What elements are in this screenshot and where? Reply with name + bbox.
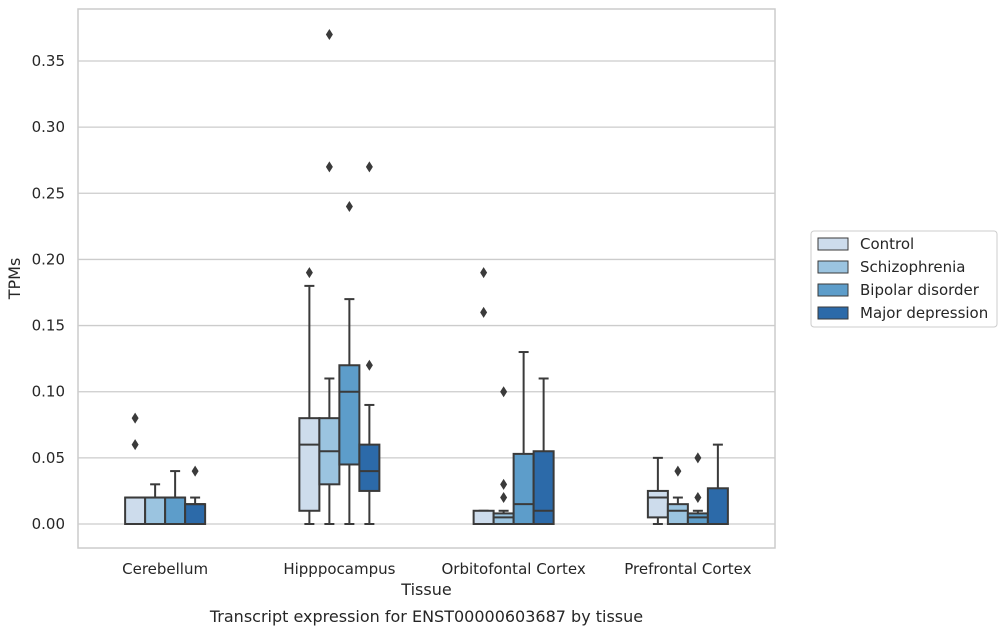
box-body [358, 443, 381, 492]
y-tick-label: 0.00 [32, 515, 65, 533]
box-0-1 [144, 483, 167, 525]
box-0-3 [184, 465, 207, 525]
box-2-0 [472, 267, 495, 525]
outlier-point [131, 439, 139, 451]
box-body [492, 512, 515, 525]
box-body [532, 450, 555, 525]
outlier-point [694, 452, 702, 464]
outlier-point [365, 359, 373, 371]
y-tick-label: 0.30 [32, 118, 65, 136]
box-body [124, 496, 147, 525]
x-axis-ticks: Cerebellum Hipppocampus Orbitofontal Corte… [122, 560, 751, 578]
box-1-1 [318, 29, 341, 525]
box-body [298, 417, 321, 512]
outlier-point [365, 161, 373, 173]
box-3-3 [706, 443, 729, 526]
x-tick-label: Cerebellum [122, 560, 208, 578]
outlier-point [480, 306, 488, 318]
box-1-3 [358, 161, 381, 525]
box-3-1 [666, 465, 689, 525]
legend-item: Control [817, 235, 914, 253]
plot-frame [77, 8, 776, 549]
y-tick-label: 0.35 [32, 52, 65, 70]
outlier-point [480, 267, 488, 279]
outlier-point [500, 478, 508, 490]
outlier-point [305, 267, 313, 279]
legend-item: Schizophrenia [817, 258, 965, 276]
legend-swatch [817, 237, 849, 251]
y-tick-label: 0.10 [32, 383, 65, 401]
y-axis-ticks: 0.00 0.05 0.10 0.15 0.20 0.25 0.30 0.35 [32, 52, 65, 533]
y-axis-label: TPMs [5, 258, 24, 301]
outlier-point [500, 386, 508, 398]
box-body [338, 364, 361, 466]
box-body [144, 496, 167, 525]
box-body [164, 496, 187, 525]
outlier-point [345, 201, 353, 213]
legend-item: Major depression [817, 304, 988, 322]
box-2-2 [512, 351, 535, 526]
legend-swatch [817, 260, 849, 274]
box-body [666, 503, 689, 525]
chart-caption: Transcript expression for ENST0000060368… [209, 607, 643, 626]
outlier-point [325, 29, 333, 41]
x-tick-label: Prefrontal Cortex [624, 560, 751, 578]
boxes [124, 29, 729, 526]
legend-swatch [817, 306, 849, 320]
x-tick-label: Hipppocampus [283, 560, 395, 578]
gridlines [78, 60, 775, 525]
legend-item: Bipolar disorder [817, 281, 980, 299]
legend-swatch [817, 283, 849, 297]
box-body [686, 512, 709, 525]
box-3-0 [646, 456, 669, 525]
box-body [472, 509, 495, 525]
legend: Control Schizophrenia Bipolar disorder Majo… [810, 230, 998, 328]
legend-frame [810, 230, 998, 328]
legend-label: Control [860, 235, 914, 253]
box-1-2 [338, 201, 361, 525]
box-2-1 [492, 386, 515, 525]
y-tick-label: 0.05 [32, 449, 65, 467]
box-1-0 [298, 267, 321, 525]
outlier-point [325, 161, 333, 173]
box-3-2 [686, 452, 709, 525]
y-tick-label: 0.20 [32, 250, 65, 268]
box-body [184, 503, 207, 525]
box-2-3 [532, 377, 555, 525]
legend-items: Control Schizophrenia Bipolar disorder Majo… [817, 235, 988, 322]
box-body [706, 487, 729, 526]
outlier-point [500, 492, 508, 504]
box-0-2 [164, 470, 187, 525]
outlier-point [674, 465, 682, 477]
x-axis-label: Tissue [400, 580, 451, 599]
y-tick-label: 0.25 [32, 184, 65, 202]
box-0-0 [124, 412, 147, 525]
box-body [646, 489, 669, 519]
outlier-point [131, 412, 139, 424]
legend-label: Major depression [860, 304, 988, 322]
x-tick-label: Orbitofontal Cortex [442, 560, 586, 578]
box-body [512, 452, 535, 526]
y-tick-label: 0.15 [32, 317, 65, 335]
legend-label: Schizophrenia [860, 258, 965, 276]
outlier-point [191, 465, 199, 477]
legend-label: Bipolar disorder [860, 281, 980, 299]
outlier-point [694, 492, 702, 504]
